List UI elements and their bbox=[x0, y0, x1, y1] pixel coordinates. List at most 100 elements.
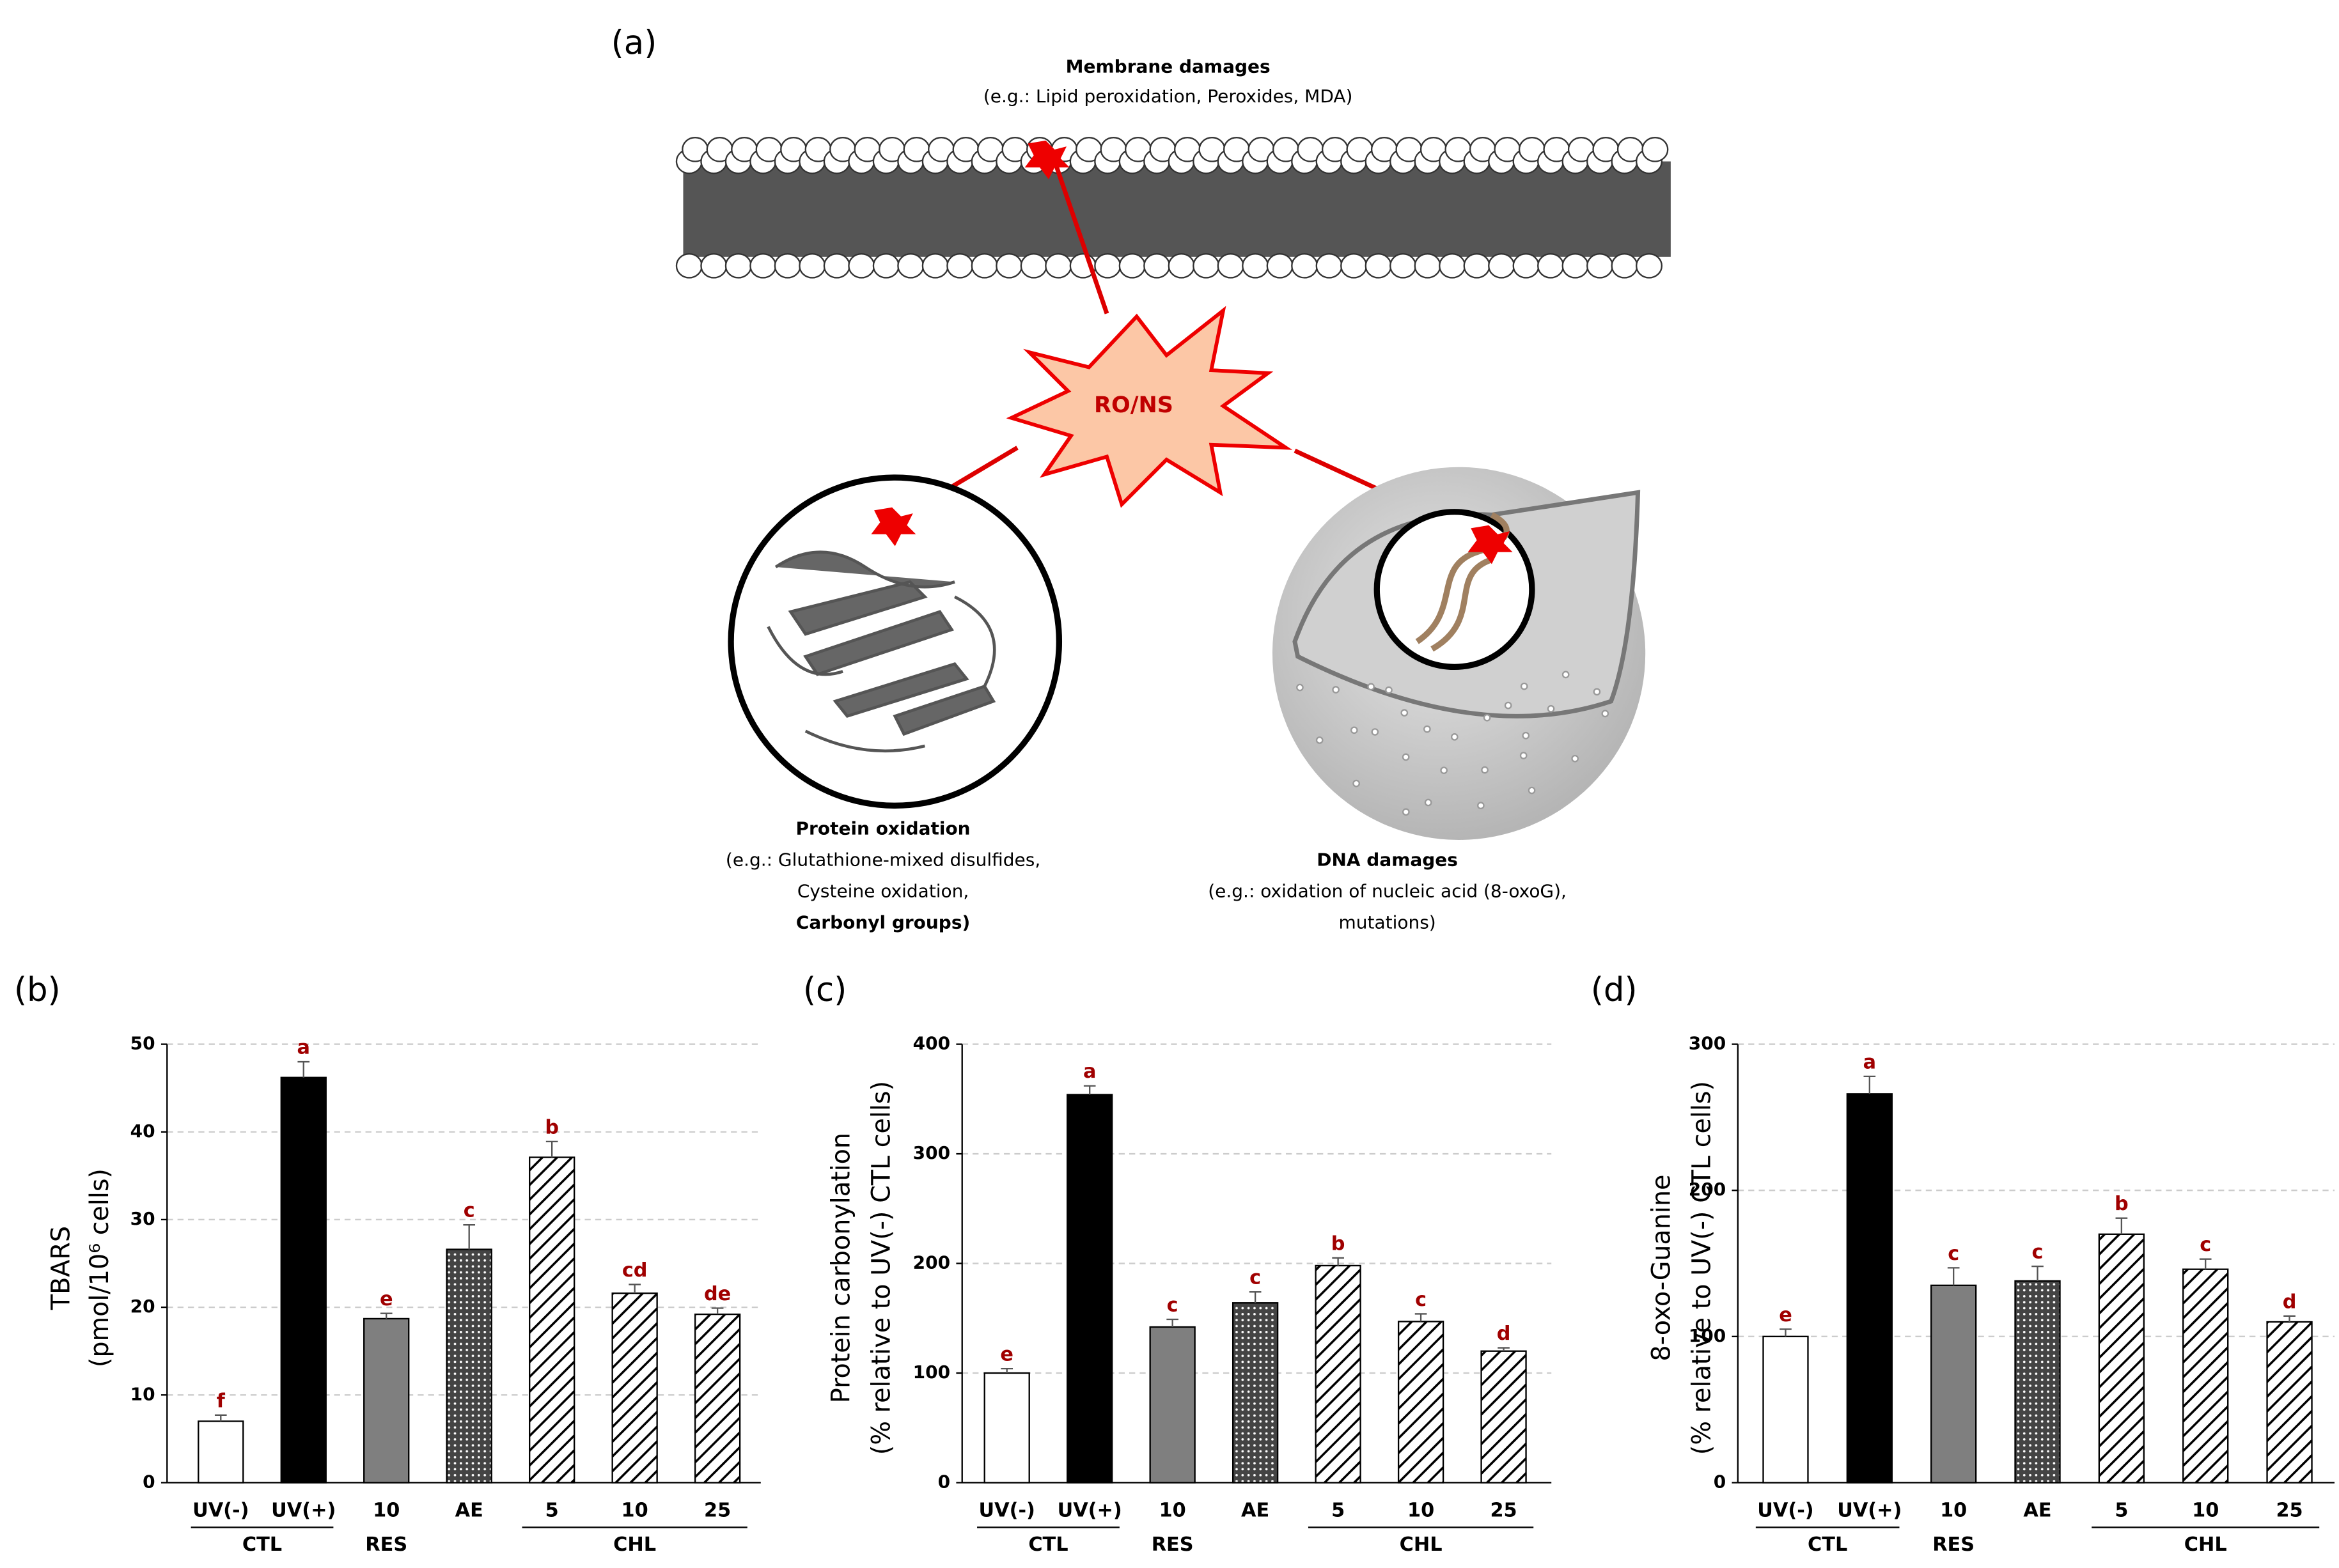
dna-helix bbox=[1415, 512, 1510, 652]
significance-label: e bbox=[1000, 1344, 1013, 1366]
lipid-tails bbox=[683, 161, 1671, 257]
protein-detail: Carbonyl groups) bbox=[796, 912, 970, 933]
lipid-head bbox=[1193, 252, 1220, 279]
vesicle bbox=[1424, 798, 1432, 807]
connector bbox=[1049, 151, 1109, 314]
y-tick-label: 10 bbox=[130, 1383, 155, 1404]
bar bbox=[363, 1317, 410, 1484]
significance-label: b bbox=[545, 1116, 559, 1138]
protein-detail: Cysteine oxidation, bbox=[797, 881, 969, 902]
bar bbox=[1846, 1093, 1893, 1484]
x-tick-label: UV(+) bbox=[271, 1499, 336, 1521]
vesicle bbox=[1522, 731, 1530, 740]
panel-label: (b) bbox=[14, 971, 61, 1009]
membrane bbox=[675, 137, 1671, 279]
vesicle bbox=[1561, 671, 1570, 679]
lipid-head bbox=[1020, 252, 1047, 279]
lipid-head bbox=[675, 252, 703, 279]
y-tick-label: 50 bbox=[130, 1033, 155, 1054]
lipid-head bbox=[1641, 137, 1669, 162]
lipid-head bbox=[996, 252, 1023, 279]
x-tick-label: 5 bbox=[1331, 1499, 1345, 1521]
vesicle bbox=[1440, 766, 1448, 775]
y-tick-label: 200 bbox=[1689, 1179, 1726, 1200]
dna-detail: (e.g.: oxidation of nucleic acid (8-oxoG… bbox=[1208, 881, 1567, 902]
vesicle bbox=[1450, 733, 1459, 741]
group-label: CTL bbox=[242, 1533, 282, 1556]
vesicle bbox=[1481, 766, 1489, 774]
lipid-head bbox=[1636, 252, 1663, 279]
significance-label: c bbox=[2032, 1241, 2044, 1264]
lipid-head bbox=[1340, 252, 1368, 279]
ronos-burst bbox=[1006, 306, 1293, 508]
lipid-head bbox=[1512, 252, 1540, 279]
lipid-head bbox=[1389, 252, 1417, 279]
lipid-head bbox=[1561, 252, 1589, 279]
significance-label: b bbox=[2115, 1193, 2129, 1215]
protein-title: Protein oxidation bbox=[796, 818, 971, 839]
significance-label: c bbox=[1948, 1243, 1959, 1265]
lipid-head bbox=[1586, 252, 1614, 279]
lipid-head bbox=[921, 252, 949, 279]
x-tick-label: UV(+) bbox=[1058, 1499, 1122, 1521]
center-label: RO/NS bbox=[1094, 392, 1173, 418]
x-tick-label: 10 bbox=[1407, 1499, 1434, 1521]
y-axis-label: 8-oxo-Guanine bbox=[1647, 1174, 1677, 1361]
significance-label: a bbox=[297, 1037, 310, 1059]
bar bbox=[1930, 1284, 1977, 1484]
lipid-head bbox=[1143, 252, 1171, 279]
group-label: RES bbox=[1152, 1533, 1194, 1556]
membrane-title: Membrane damages bbox=[1066, 56, 1271, 77]
lipid-head bbox=[1365, 252, 1392, 279]
significance-label: e bbox=[380, 1288, 393, 1310]
bar bbox=[611, 1292, 658, 1484]
lipid-head bbox=[799, 252, 826, 279]
lipid-head bbox=[1611, 252, 1638, 279]
x-tick-label: 10 bbox=[1940, 1499, 1967, 1521]
vesicle bbox=[1520, 682, 1528, 690]
lipid-head bbox=[1217, 252, 1244, 279]
significance-label: a bbox=[1863, 1051, 1876, 1073]
bar bbox=[2098, 1233, 2145, 1484]
lipid-head bbox=[872, 252, 900, 279]
lipid-head bbox=[1439, 252, 1466, 279]
lipid-head bbox=[1291, 252, 1318, 279]
panel-label: (d) bbox=[1591, 971, 1638, 1009]
y-axis-label: (% relative to UV(-) CTL cells) bbox=[1687, 1081, 1717, 1455]
membrane-detail: (e.g.: Lipid peroxidation, Peroxides, MD… bbox=[983, 86, 1353, 107]
lipid-head bbox=[823, 252, 850, 279]
x-tick-label: 10 bbox=[373, 1499, 400, 1521]
group-label: CHL bbox=[613, 1533, 656, 1556]
lipid-head bbox=[774, 252, 801, 279]
vesicle bbox=[1296, 683, 1304, 692]
vesicle bbox=[1385, 686, 1393, 694]
lipid-head bbox=[749, 252, 777, 279]
bar bbox=[446, 1248, 492, 1484]
x-tick-label: 5 bbox=[545, 1499, 559, 1521]
bar bbox=[529, 1156, 575, 1484]
vesicle bbox=[1352, 779, 1360, 788]
lipid-head bbox=[1315, 252, 1343, 279]
significance-label: d bbox=[2283, 1291, 2297, 1313]
bar bbox=[1067, 1094, 1113, 1484]
damage-burst bbox=[1467, 525, 1513, 564]
y-tick-label: 0 bbox=[143, 1471, 155, 1492]
damage-burst bbox=[871, 507, 916, 547]
significance-label: a bbox=[1083, 1060, 1096, 1083]
vesicle bbox=[1477, 802, 1485, 810]
y-tick-label: 20 bbox=[130, 1296, 155, 1317]
vesicle bbox=[1528, 786, 1536, 795]
vesicle bbox=[1601, 710, 1609, 718]
x-tick-label: AE bbox=[2023, 1499, 2051, 1521]
y-tick-label: 300 bbox=[913, 1142, 950, 1163]
bar bbox=[198, 1420, 244, 1484]
bar bbox=[2182, 1268, 2229, 1484]
group-label: RES bbox=[365, 1533, 407, 1556]
group-label: CHL bbox=[2184, 1533, 2227, 1556]
bar bbox=[1315, 1264, 1361, 1484]
panel-label: (a) bbox=[611, 24, 657, 63]
y-axis-label: (pmol/10⁶ cells) bbox=[85, 1168, 114, 1367]
protein-detail: (e.g.: Glutathione-mixed disulfides, bbox=[726, 850, 1040, 871]
panel-label: (c) bbox=[803, 971, 847, 1009]
